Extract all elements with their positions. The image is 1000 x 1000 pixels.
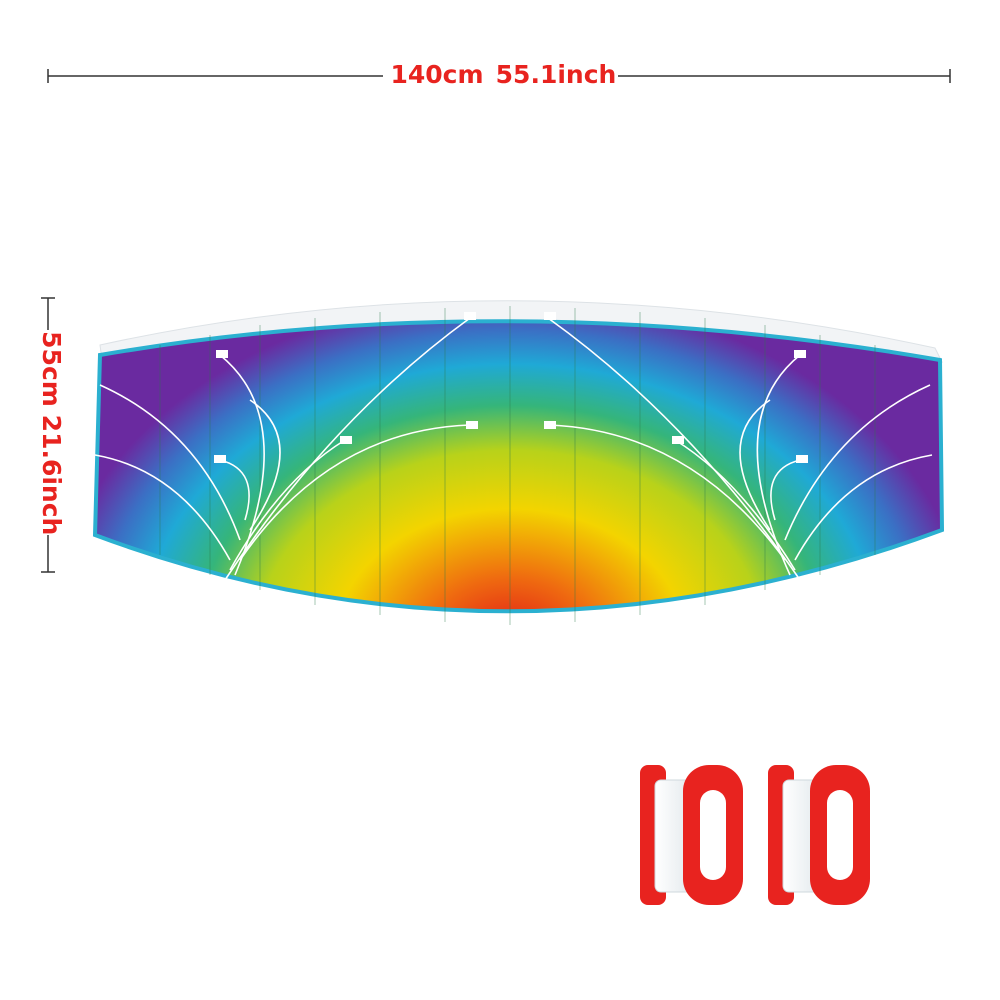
height-cm: 55cm (37, 331, 66, 407)
width-dimension: 140cm 55.1inch (47, 60, 951, 89)
width-cm: 140cm (390, 60, 483, 89)
height-inch: 21.6inch (37, 415, 66, 536)
height-dimension: 55cm 21.6inch (37, 297, 66, 573)
width-inch: 55.1inch (496, 60, 617, 89)
kite (92, 300, 945, 625)
handles (640, 765, 870, 905)
